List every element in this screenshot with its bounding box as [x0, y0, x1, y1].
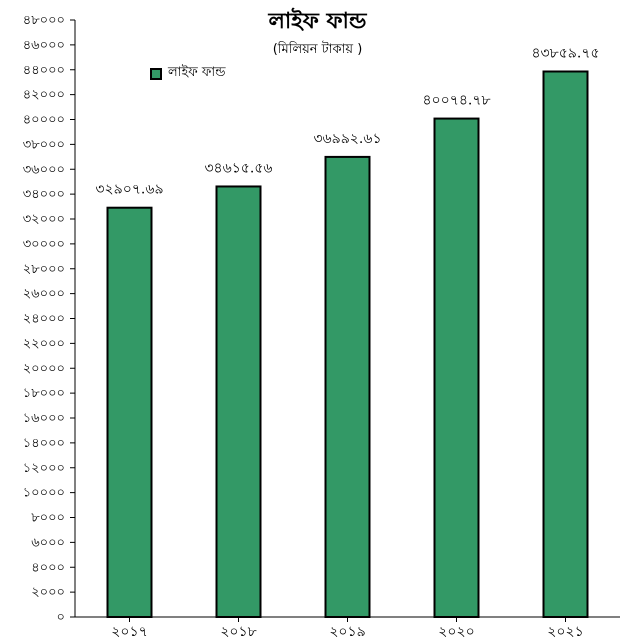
y-tick-label: ৩০০০০: [23, 237, 65, 252]
bar: [215, 185, 262, 619]
legend-swatch: [150, 67, 162, 80]
y-tick-label: ৩৮০০০: [23, 137, 65, 152]
chart-subtitle: (মিলিয়ন টাকায় ): [272, 42, 363, 57]
x-tick-label: ২০২০: [438, 624, 474, 639]
data-label: ৪০০৭৪.৭৮: [422, 93, 490, 109]
y-tick-label: ১৮০০০: [23, 386, 65, 401]
x-tick-label: ২০১৮: [220, 624, 256, 639]
data-label: ৩২৯০৭.৬৯: [95, 182, 163, 198]
data-label: ৩৬৯৯২.৬১: [313, 131, 381, 147]
bar: [542, 70, 589, 618]
y-tick-label: ৩৬০০০: [23, 162, 65, 177]
data-label: ৩৪৬১৫.৫৬: [204, 160, 272, 176]
y-tick-label: ৪০০০০: [23, 113, 65, 128]
y-tick-label: ৩২০০০: [23, 212, 65, 227]
y-tick-label: ০: [57, 610, 65, 625]
chart-legend: লাইফ ফান্ড: [150, 63, 226, 84]
chart-title: লাইফ ফান্ড: [268, 9, 367, 34]
y-tick-label: ২৮০০০: [23, 262, 65, 277]
y-tick-label: ১২০০০: [23, 461, 65, 476]
bar: [106, 206, 153, 618]
x-tick-label: ২০২১: [547, 624, 583, 639]
bar: [433, 117, 480, 619]
x-tick-label: ২০১৭: [111, 624, 147, 639]
y-tick-label: ৪৮০০০: [23, 13, 65, 28]
y-tick-label: ৩৪০০০: [23, 187, 65, 202]
y-tick-label: ২০০০০: [23, 361, 65, 376]
y-tick-label: ২৬০০০: [23, 287, 65, 302]
bar: [324, 155, 371, 618]
y-tick-label: ২০০০: [31, 585, 65, 600]
y-tick-label: ৬০০০: [31, 535, 65, 550]
data-label: ৪৩৮৫৯.৭৫: [531, 45, 599, 61]
y-tick-label: ৮০০০: [31, 511, 65, 526]
legend-label: লাইফ ফান্ড: [168, 65, 226, 80]
y-tick-label: ১৬০০০: [23, 411, 65, 426]
x-tick-label: ২০১৯: [329, 624, 365, 639]
y-tick-label: ১৪০০০: [23, 436, 65, 451]
y-tick-label: ৪২০০০: [23, 88, 65, 103]
y-tick-label: ৪০০০: [31, 560, 65, 575]
y-tick-label: ১০০০০: [23, 486, 65, 501]
y-tick-label: ৪৬০০০: [23, 38, 65, 53]
y-tick-label: ২২০০০: [23, 336, 65, 351]
y-tick-label: ২৪০০০: [23, 312, 65, 327]
y-tick-label: ৪৪০০০: [23, 63, 65, 78]
